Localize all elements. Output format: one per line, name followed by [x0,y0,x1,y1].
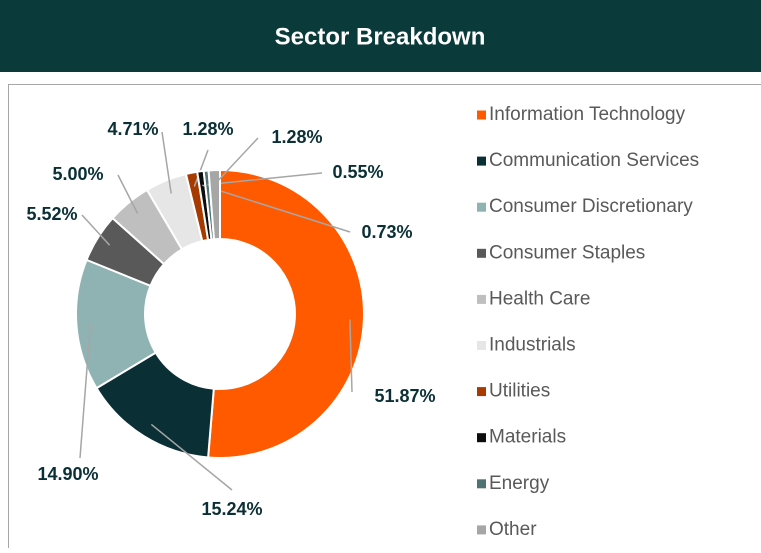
data-label: 1.28% [271,127,322,147]
legend-swatch [477,525,486,534]
legend-swatch [477,433,486,442]
legend-swatch [477,111,486,120]
data-label: 5.52% [26,204,77,224]
legend-swatch [477,249,486,258]
data-label: 0.55% [332,162,383,182]
legend-label: Communication Services [489,150,699,171]
legend-label: Consumer Staples [489,242,645,263]
data-label: 1.28% [182,119,233,139]
legend-label: Utilities [489,381,550,402]
data-label: 0.73% [361,222,412,242]
legend-swatch [477,479,486,488]
legend-swatch [477,387,486,396]
legend-label: Energy [489,473,550,494]
donut-slice [208,170,364,458]
data-label: 5.00% [52,164,103,184]
data-label: 51.87% [374,386,435,406]
legend-label: Industrials [489,335,576,356]
data-label: 15.24% [201,499,262,519]
legend-label: Materials [489,427,566,448]
legend-swatch [477,295,486,304]
legend-label: Health Care [489,288,590,309]
legend-swatch [477,341,486,350]
legend-label: Information Technology [489,104,686,125]
legend-label: Other [489,519,537,540]
legend-swatch [477,157,486,166]
data-label: 4.71% [107,119,158,139]
legend-swatch [477,203,486,212]
chart-title: Sector Breakdown [275,23,486,50]
data-label: 14.90% [37,464,98,484]
legend-label: Consumer Discretionary [489,196,693,217]
